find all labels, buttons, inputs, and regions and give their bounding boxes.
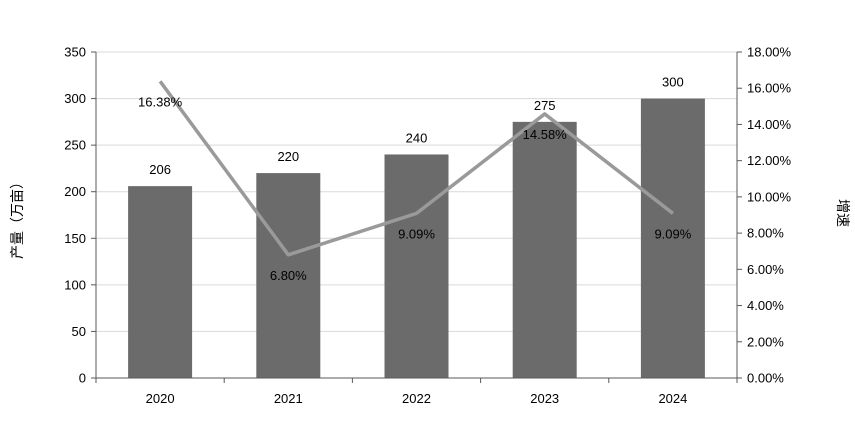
bar-data-label: 300 <box>662 75 684 90</box>
bar <box>513 122 577 378</box>
line-data-label: 9.09% <box>654 226 691 241</box>
y-right-tick-label: 14.00% <box>747 117 792 132</box>
bar-data-label: 240 <box>406 130 428 145</box>
line-data-label: 14.58% <box>523 127 568 142</box>
x-tick-label: 2020 <box>146 391 175 406</box>
bar-data-label: 220 <box>277 149 299 164</box>
y-right-tick-label: 16.00% <box>747 81 792 96</box>
y-left-tick-label: 350 <box>64 45 86 60</box>
bar-data-label: 206 <box>149 162 171 177</box>
y-left-tick-label: 200 <box>64 184 86 199</box>
x-tick-label: 2024 <box>658 391 687 406</box>
bar-data-label: 275 <box>534 98 556 113</box>
y-left-tick-label: 100 <box>64 277 86 292</box>
y-right-tick-label: 0.00% <box>747 371 784 386</box>
y-left-tick-label: 250 <box>64 138 86 153</box>
y-axis-right-title: 增速 <box>835 199 851 227</box>
x-tick-label: 2021 <box>274 391 303 406</box>
y-right-tick-label: 2.00% <box>747 334 784 349</box>
y-left-tick-label: 300 <box>64 91 86 106</box>
y-right-tick-label: 6.00% <box>747 262 784 277</box>
bar <box>128 186 192 378</box>
y-right-tick-label: 18.00% <box>747 45 792 60</box>
y-left-tick-label: 0 <box>79 371 86 386</box>
x-tick-label: 2022 <box>402 391 431 406</box>
line-data-label: 9.09% <box>398 226 435 241</box>
bar <box>385 154 449 378</box>
y-right-tick-label: 4.00% <box>747 298 784 313</box>
y-right-tick-label: 8.00% <box>747 226 784 241</box>
line-data-label: 6.80% <box>270 268 307 283</box>
y-axis-left-title: 产量（万亩） <box>9 175 25 259</box>
y-right-tick-label: 12.00% <box>747 153 792 168</box>
y-left-tick-label: 150 <box>64 231 86 246</box>
x-tick-label: 2023 <box>530 391 559 406</box>
y-right-tick-label: 10.00% <box>747 189 792 204</box>
line-data-label: 16.38% <box>138 94 183 109</box>
y-left-tick-label: 50 <box>72 324 86 339</box>
